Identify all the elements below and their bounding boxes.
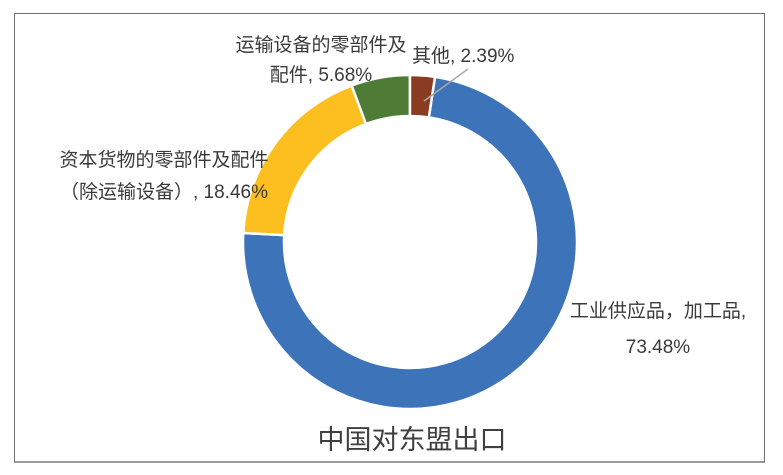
label-capital-line1: 资本货物的零部件及配件 bbox=[59, 150, 269, 171]
label-other: 其他, 2.39% bbox=[412, 46, 514, 68]
label-other-text: 其他, 2.39% bbox=[412, 46, 515, 67]
label-transport-line1: 运输设备的零部件及 bbox=[235, 35, 407, 56]
leader-line-other-icon bbox=[423, 68, 469, 102]
donut-chart bbox=[241, 73, 579, 411]
label-capital-line2: （除运输设备）, 18.46% bbox=[59, 182, 268, 203]
chart-title: 中国对东盟出口 bbox=[317, 425, 507, 455]
donut-slice-3 bbox=[408, 73, 437, 119]
donut-slice-0 bbox=[241, 75, 579, 411]
label-transport-equipment: 运输设备的零部件及 配件, 5.68% bbox=[235, 31, 406, 91]
label-industrial-line1: 工业供应品，加工品, bbox=[569, 301, 747, 322]
label-industrial-supplies: 工业供应品，加工品, 73.48% bbox=[570, 294, 746, 366]
label-industrial-line2: 73.48% bbox=[625, 337, 691, 358]
label-transport-line2: 配件, 5.68% bbox=[269, 65, 373, 86]
label-capital-goods: 资本货物的零部件及配件 （除运输设备）, 18.46% bbox=[59, 145, 268, 209]
